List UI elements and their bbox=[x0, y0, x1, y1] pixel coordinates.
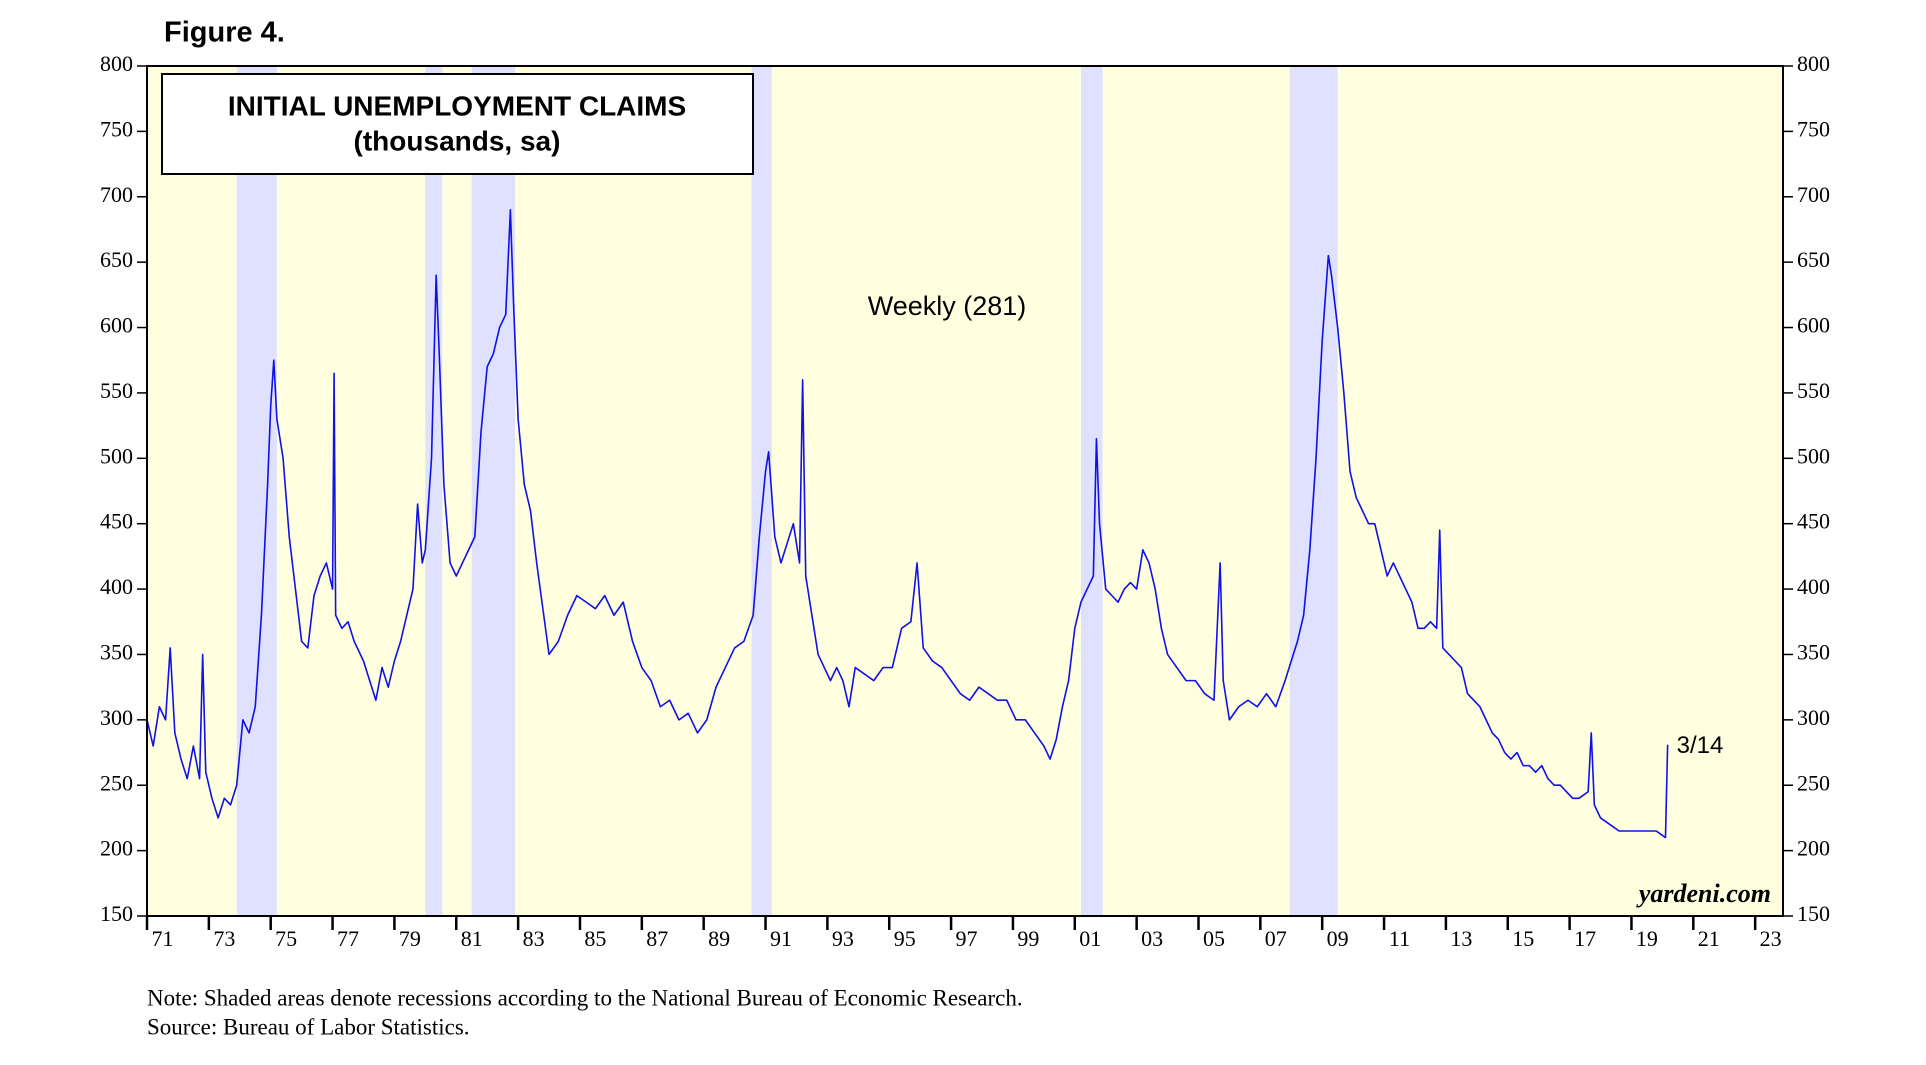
x-tick-label: 01 bbox=[1079, 926, 1101, 951]
y-tick-label: 250 bbox=[100, 770, 133, 795]
y2-tick-label: 500 bbox=[1797, 443, 1830, 468]
y-tick-label: 650 bbox=[100, 247, 133, 272]
y2-tick-label: 700 bbox=[1797, 182, 1830, 207]
x-tick-label: 15 bbox=[1512, 926, 1534, 951]
brand: yardeni.com bbox=[1636, 879, 1771, 908]
plot-background bbox=[147, 66, 1783, 916]
recession-band bbox=[751, 66, 772, 916]
y-tick-label: 700 bbox=[100, 182, 133, 207]
y-tick-label: 600 bbox=[100, 313, 133, 338]
x-tick-label: 83 bbox=[523, 926, 545, 951]
x-tick-label: 97 bbox=[956, 926, 978, 951]
y2-tick-label: 300 bbox=[1797, 705, 1830, 730]
x-tick-label: 75 bbox=[275, 926, 297, 951]
y2-tick-label: 650 bbox=[1797, 247, 1830, 272]
x-tick-label: 77 bbox=[337, 926, 359, 951]
y2-tick-label: 600 bbox=[1797, 313, 1830, 338]
x-tick-label: 81 bbox=[461, 926, 483, 951]
y2-tick-label: 200 bbox=[1797, 836, 1830, 861]
plot-area bbox=[147, 66, 1783, 916]
recession-band bbox=[236, 66, 277, 916]
axes: 150 150 200 200 250 250 300 300 350 350 400 400 450 4… bbox=[100, 51, 1830, 951]
marks: 3/14 bbox=[146, 209, 1724, 839]
title-box bbox=[161, 73, 754, 175]
y-tick-label: 450 bbox=[100, 509, 133, 534]
x-tick-label: 19 bbox=[1636, 926, 1658, 951]
x-tick-label: 91 bbox=[770, 926, 792, 951]
x-tick-label: 23 bbox=[1760, 926, 1782, 951]
series-label: Weekly (281) bbox=[868, 291, 1027, 321]
x-tick-label: 89 bbox=[708, 926, 730, 951]
x-tick-label: 95 bbox=[894, 926, 916, 951]
recession-band bbox=[1080, 66, 1103, 916]
x-tick-label: 11 bbox=[1389, 926, 1410, 951]
x-tick-label: 21 bbox=[1698, 926, 1720, 951]
y-tick-label: 500 bbox=[100, 443, 133, 468]
y-tick-label: 150 bbox=[100, 901, 133, 926]
figure-label: Figure 4. bbox=[164, 17, 285, 49]
y-tick-label: 800 bbox=[100, 51, 133, 76]
y-tick-label: 200 bbox=[100, 836, 133, 861]
last-point-label: 3/14 bbox=[1677, 732, 1724, 759]
x-tick-label: 07 bbox=[1265, 926, 1287, 951]
x-tick-label: 85 bbox=[584, 926, 606, 951]
recession-band bbox=[425, 66, 443, 916]
x-tick-label: 73 bbox=[213, 926, 235, 951]
x-tick-label: 09 bbox=[1327, 926, 1349, 951]
chart-subtitle: (thousands, sa) bbox=[354, 125, 561, 156]
y-tick-label: 550 bbox=[100, 378, 133, 403]
y2-tick-label: 750 bbox=[1797, 116, 1830, 141]
x-tick-label: 71 bbox=[151, 926, 173, 951]
y2-tick-label: 250 bbox=[1797, 770, 1830, 795]
y2-tick-label: 350 bbox=[1797, 640, 1830, 665]
y2-tick-label: 400 bbox=[1797, 574, 1830, 599]
x-tick-label: 99 bbox=[1017, 926, 1039, 951]
y2-tick-label: 150 bbox=[1797, 901, 1830, 926]
x-tick-label: 13 bbox=[1450, 926, 1472, 951]
recession-band bbox=[471, 66, 516, 916]
note: Note: Shaded areas denote recessions acc… bbox=[147, 985, 1023, 1010]
y-tick-label: 300 bbox=[100, 705, 133, 730]
source: Source: Bureau of Labor Statistics. bbox=[147, 1014, 470, 1039]
x-tick-label: 17 bbox=[1574, 926, 1596, 951]
x-tick-label: 93 bbox=[832, 926, 854, 951]
x-tick-label: 79 bbox=[399, 926, 421, 951]
x-tick-label: 03 bbox=[1141, 926, 1163, 951]
y-tick-label: 350 bbox=[100, 640, 133, 665]
x-tick-label: 87 bbox=[646, 926, 668, 951]
y-tick-label: 400 bbox=[100, 574, 133, 599]
y2-tick-label: 550 bbox=[1797, 378, 1830, 403]
y2-tick-label: 450 bbox=[1797, 509, 1830, 534]
chart-title: INITIAL UNEMPLOYMENT CLAIMS bbox=[228, 90, 686, 121]
y2-tick-label: 800 bbox=[1797, 51, 1830, 76]
plot-frame bbox=[146, 65, 1784, 917]
y-tick-label: 750 bbox=[100, 116, 133, 141]
x-tick-label: 05 bbox=[1203, 926, 1225, 951]
series-line bbox=[146, 209, 1669, 839]
